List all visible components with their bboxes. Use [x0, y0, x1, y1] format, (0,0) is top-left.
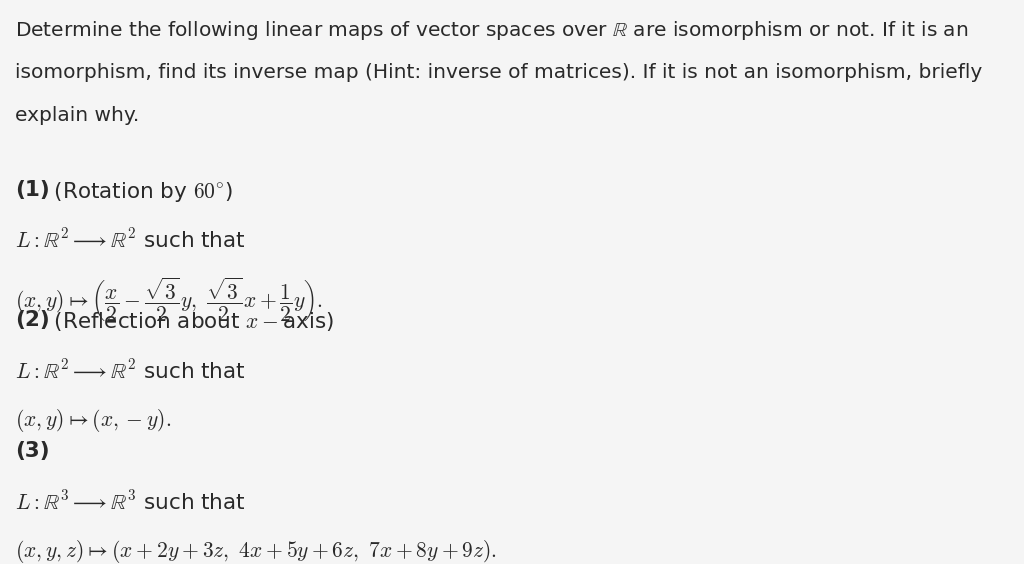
Text: $L : \mathbb{R}^3 \longrightarrow \mathbb{R}^3$ such that: $L : \mathbb{R}^3 \longrightarrow \mathb… [15, 490, 246, 513]
Text: $(x, y) \mapsto (x, -y).$: $(x, y) \mapsto (x, -y).$ [15, 407, 171, 434]
Text: $(x, y) \mapsto \left(\dfrac{x}{2} - \dfrac{\sqrt{3}}{2}y,\ \dfrac{\sqrt{3}}{2}x: $(x, y) \mapsto \left(\dfrac{x}{2} - \df… [15, 276, 323, 324]
Text: (1): (1) [15, 179, 50, 200]
Text: (3): (3) [15, 442, 50, 461]
Text: explain why.: explain why. [15, 107, 139, 125]
Text: Determine the following linear maps of vector spaces over $\mathbb{R}$ are isomo: Determine the following linear maps of v… [15, 19, 969, 42]
Text: (2): (2) [15, 311, 50, 331]
Text: $(x, y, z) \mapsto (x + 2y + 3z,\ 4x + 5y + 6z,\ 7x + 8y + 9z).$: $(x, y, z) \mapsto (x + 2y + 3z,\ 4x + 5… [15, 537, 497, 564]
Text: (Rotation by $60^{\circ}$): (Rotation by $60^{\circ}$) [47, 179, 232, 204]
Text: (Reflection about $x-$axis): (Reflection about $x-$axis) [47, 311, 334, 333]
Text: $L : \mathbb{R}^2 \longrightarrow \mathbb{R}^2$ such that: $L : \mathbb{R}^2 \longrightarrow \mathb… [15, 228, 246, 252]
Text: isomorphism, find its inverse map (Hint: inverse of matrices). If it is not an i: isomorphism, find its inverse map (Hint:… [15, 63, 982, 82]
Text: $L : \mathbb{R}^2 \longrightarrow \mathbb{R}^2$ such that: $L : \mathbb{R}^2 \longrightarrow \mathb… [15, 359, 246, 382]
